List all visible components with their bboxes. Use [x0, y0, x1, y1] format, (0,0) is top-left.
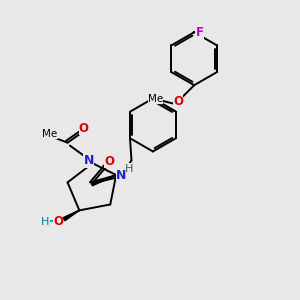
Text: H: H — [125, 164, 134, 173]
Text: O: O — [53, 215, 63, 228]
Text: Me: Me — [148, 94, 163, 104]
Text: Me: Me — [42, 129, 58, 140]
Text: N: N — [116, 169, 126, 182]
Text: F: F — [196, 26, 203, 39]
Text: N: N — [84, 154, 94, 167]
Text: H: H — [41, 217, 50, 227]
Polygon shape — [91, 175, 116, 186]
Polygon shape — [63, 210, 79, 221]
Text: O: O — [79, 122, 89, 135]
Text: O: O — [173, 95, 183, 108]
Text: O: O — [104, 155, 114, 168]
